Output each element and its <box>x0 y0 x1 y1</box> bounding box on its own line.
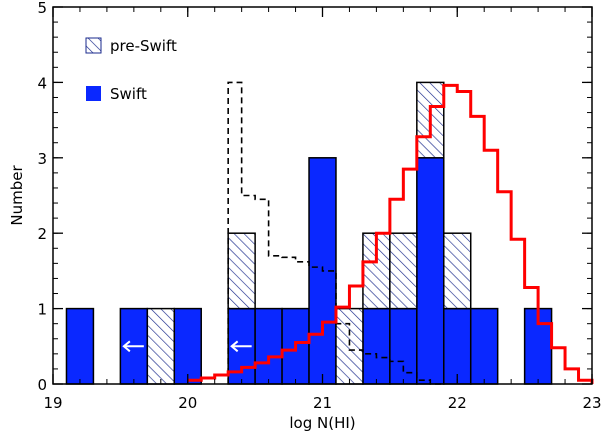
x-tick-label-2: 21 <box>313 394 332 412</box>
arrows-layer <box>122 340 252 353</box>
swift-bar-11 <box>469 307 499 385</box>
upper-limit-arrow-head-1 <box>230 340 239 353</box>
upper-limit-arrow-0 <box>122 340 144 353</box>
pre-swift-bar-6 <box>443 232 472 310</box>
swift-bar-2 <box>173 307 202 385</box>
x-tick-label-3: 22 <box>448 394 467 412</box>
swift-bar-9 <box>416 157 445 385</box>
pre-swift-bar-0 <box>146 307 176 385</box>
swift-bar-8 <box>389 307 418 385</box>
y-tick-label-2: 2 <box>37 225 47 243</box>
x-axis-title: log N(HI) <box>289 414 355 432</box>
x-tick-label-4: 23 <box>582 394 601 412</box>
pre-swift-bar-2 <box>335 307 364 385</box>
pre-swift-bar-1 <box>227 232 256 310</box>
y-tick-label-3: 3 <box>37 150 47 168</box>
x-tick-label-0: 19 <box>43 394 62 412</box>
legend-label-pre-swift: pre-Swift <box>110 37 177 55</box>
upper-limit-arrow-head-0 <box>122 340 131 353</box>
legend: pre-Swift Swift <box>85 37 177 103</box>
x-tick-label-1: 20 <box>178 394 197 412</box>
upper-limit-arrow-1 <box>230 340 252 353</box>
swift-bar-0 <box>65 307 95 385</box>
y-tick-label-4: 4 <box>37 74 47 92</box>
y-tick-label-0: 0 <box>37 376 47 394</box>
pre-swift-bar-4 <box>389 232 418 310</box>
legend-label-swift: Swift <box>110 85 147 103</box>
bars-layer <box>65 81 553 385</box>
legend-swatch-pre-swift <box>85 37 102 54</box>
y-axis-title: Number <box>8 165 26 226</box>
swift-bar-4 <box>254 307 283 385</box>
swift-bar-7 <box>362 307 391 385</box>
swift-bar-10 <box>443 307 472 385</box>
dashed-step-line <box>227 81 444 385</box>
y-tick-label-1: 1 <box>37 301 47 319</box>
legend-swatch-swift <box>86 86 101 101</box>
red-step-line <box>187 83 594 384</box>
y-tick-label-5: 5 <box>37 0 47 17</box>
lines-layer <box>187 81 594 385</box>
